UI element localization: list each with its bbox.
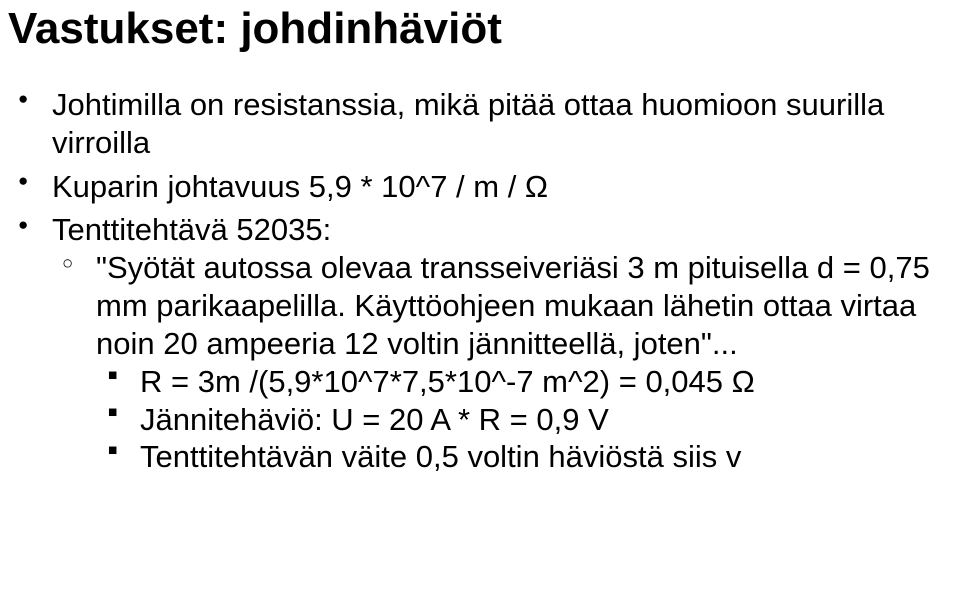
list-item-text: Tenttitehtävän väite 0,5 voltin häviöstä… <box>140 439 741 474</box>
list-item-text: Jännitehäviö: U = 20 A * R = 0,9 V <box>140 402 609 437</box>
list-item: "Syötät autossa olevaa transseiveriäsi 3… <box>52 249 951 476</box>
list-item-text: "Syötät autossa olevaa transseiveriäsi 3… <box>96 250 930 361</box>
slide-page: Vastukset: johdinhäviöt Johtimilla on re… <box>0 0 959 476</box>
bullet-list: "Syötät autossa olevaa transseiveriäsi 3… <box>52 249 951 476</box>
bullet-list: R = 3m /(5,9*10^7*7,5*10^-7 m^2) = 0,045… <box>96 363 951 476</box>
list-item: Johtimilla on resistanssia, mikä pitää o… <box>8 86 951 162</box>
list-item: Tenttitehtävän väite 0,5 voltin häviöstä… <box>96 438 951 476</box>
list-item-text: Kuparin johtavuus 5,9 * 10^7 / m / Ω <box>52 169 548 204</box>
list-item-text: Tenttitehtävä 52035: <box>52 212 331 247</box>
list-item: Tenttitehtävä 52035: "Syötät autossa ole… <box>8 211 951 476</box>
bullet-list: Johtimilla on resistanssia, mikä pitää o… <box>8 86 951 476</box>
list-item-text: R = 3m /(5,9*10^7*7,5*10^-7 m^2) = 0,045… <box>140 364 755 399</box>
list-item-text: Johtimilla on resistanssia, mikä pitää o… <box>52 87 884 160</box>
list-item: R = 3m /(5,9*10^7*7,5*10^-7 m^2) = 0,045… <box>96 363 951 401</box>
slide-title: Vastukset: johdinhäviöt <box>8 4 951 54</box>
list-item: Jännitehäviö: U = 20 A * R = 0,9 V <box>96 401 951 439</box>
list-item: Kuparin johtavuus 5,9 * 10^7 / m / Ω <box>8 168 951 206</box>
